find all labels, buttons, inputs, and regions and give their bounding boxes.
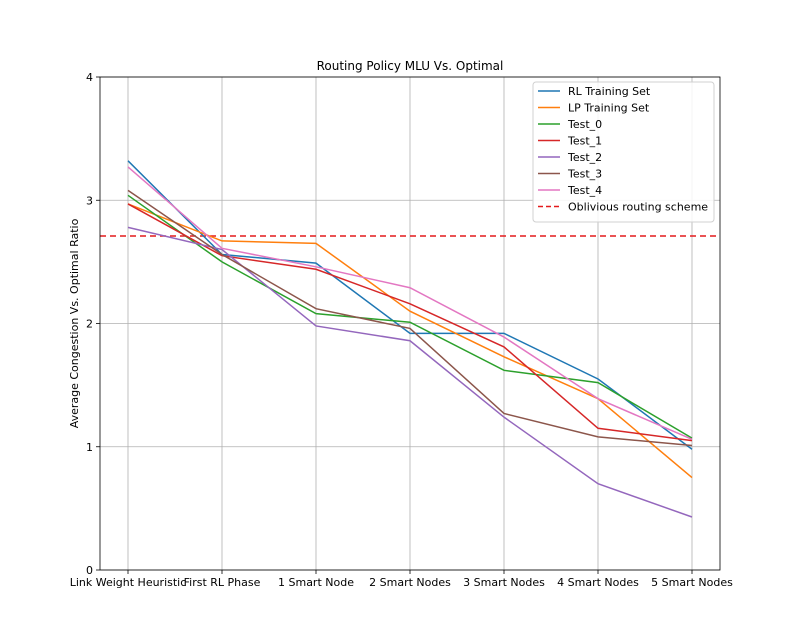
legend-label: Oblivious routing scheme [568,201,708,214]
legend: RL Training Set LP Training Set Test_0 Test… [532,81,715,223]
x-tick-label: 4 Smart Nodes [557,576,639,589]
series-line [127,189,693,447]
x-tick-label: First RL Phase [184,576,261,589]
x-tick-label: Link Weight Heuristic [70,576,187,589]
y-tick-label: 0 [86,564,93,577]
x-tick-label: 2 Smart Nodes [369,576,451,589]
legend-label: Test_3 [567,168,602,181]
y-tick-label: 1 [86,441,93,454]
series-lines [127,160,693,518]
y-tick-label: 4 [86,71,93,84]
chart-title: Routing Policy MLU Vs. Optimal [317,59,504,73]
series-line [127,166,693,441]
x-tick-label: 1 Smart Node [278,576,354,589]
y-axis-ticks: 0 1 2 3 4 [86,71,100,577]
legend-label: RL Training Set [568,85,651,98]
legend-label: Test_0 [567,118,602,131]
x-tick-label: 3 Smart Nodes [463,576,545,589]
legend-label: Test_4 [567,184,602,197]
legend-label: Test_1 [567,135,602,148]
legend-label: Test_2 [567,151,602,164]
legend-box [532,81,715,223]
series-line [127,194,693,439]
y-tick-label: 3 [86,194,93,207]
y-axis-label: Average Congestion Vs. Optimal Ratio [68,218,81,428]
series-line [127,226,693,518]
series-line [127,203,693,442]
x-tick-label: 5 Smart Nodes [651,576,733,589]
y-tick-label: 2 [86,318,93,331]
legend-label: LP Training Set [568,102,650,115]
